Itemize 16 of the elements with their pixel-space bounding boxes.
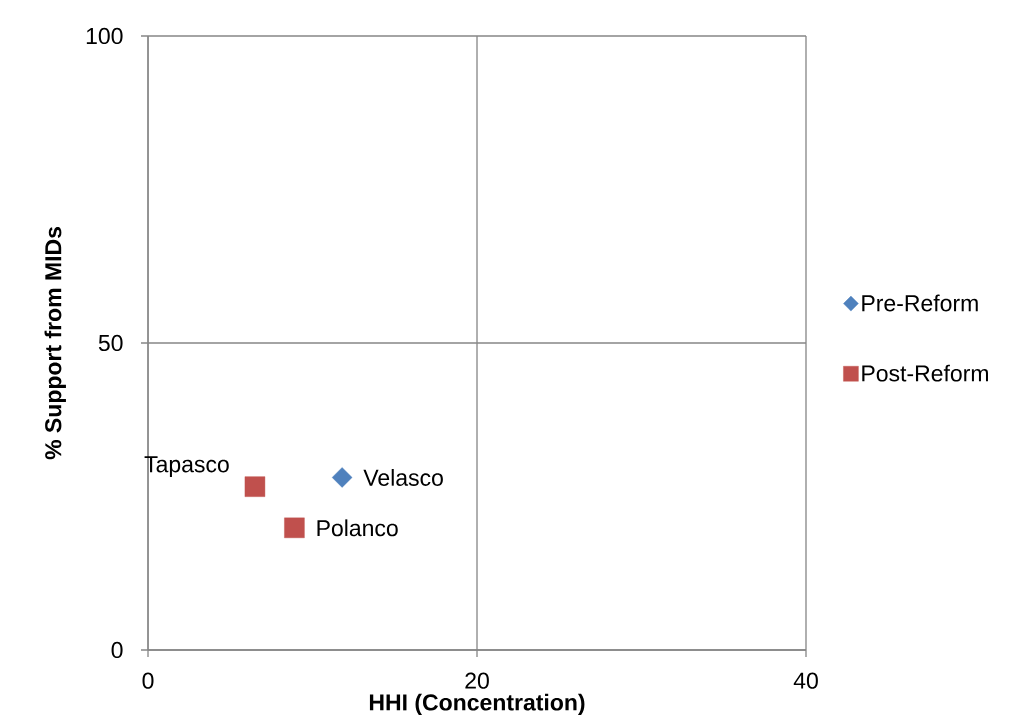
annotation: Polanco xyxy=(317,519,398,537)
point xyxy=(244,476,266,497)
x-axis-title: HHI (Concentration) xyxy=(369,693,585,716)
legend-label: Pre-Reform xyxy=(862,294,978,312)
legend-label: Post-Reform xyxy=(862,364,988,382)
y-tick-label: 50 xyxy=(98,334,123,352)
y-tick-label: 0 xyxy=(111,641,123,659)
point xyxy=(331,467,353,488)
point xyxy=(284,517,305,538)
x-tick-label: 0 xyxy=(142,672,154,689)
x-tick-label: 40 xyxy=(793,672,818,689)
annotation: Tapasco xyxy=(144,456,229,477)
annotation: Velasco xyxy=(363,469,443,486)
x-tick-label: 20 xyxy=(465,672,489,689)
y-axis-title: % Support from MIDs xyxy=(44,227,66,460)
y-tick-label: 100 xyxy=(86,27,123,45)
